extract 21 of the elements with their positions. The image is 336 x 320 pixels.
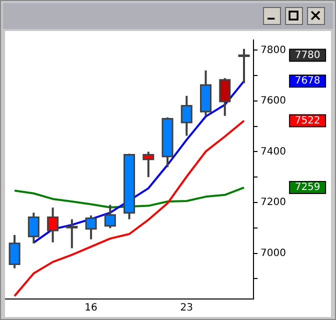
candlestick <box>8 234 20 270</box>
x-tick-label: 16 <box>84 302 98 314</box>
text: 7259 <box>294 182 320 194</box>
text: 7678 <box>294 76 320 87</box>
y-tick-label: 7200 <box>260 197 286 208</box>
candlestick <box>28 212 40 244</box>
text: 7522 <box>294 115 320 126</box>
candlestick <box>142 150 154 178</box>
candlestick <box>47 206 59 244</box>
x-tick-label: 23 <box>180 302 193 314</box>
candlestick <box>104 204 116 230</box>
y-tick-label: 7000 <box>260 248 286 259</box>
candlestick <box>219 77 231 117</box>
candlestick <box>66 218 78 250</box>
y-tick-label: 7800 <box>260 44 286 56</box>
candlestick <box>238 48 250 84</box>
text: 7780 <box>294 50 320 61</box>
candlestick <box>180 94 192 137</box>
y-tick-label: 7600 <box>260 96 286 107</box>
y-tick-label: 7400 <box>260 146 286 158</box>
candlestick <box>85 214 97 240</box>
